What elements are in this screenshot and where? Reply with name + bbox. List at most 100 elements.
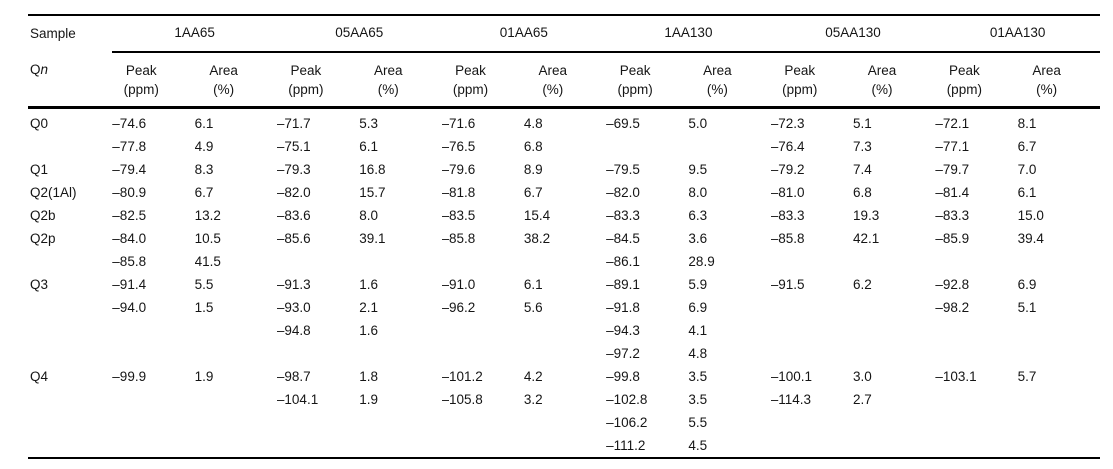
area-value: 38.2 [523,231,551,246]
peak-value: –98.2 [935,300,970,315]
group-header-1aa65: 1AA65 [112,14,277,53]
area-value: 1.5 [194,300,214,315]
peak-value: –85.8 [770,231,805,246]
area-value: 4.2 [523,369,543,384]
area-value [853,434,936,459]
peak-value: –94.8 [276,323,311,338]
area-value: 5.1 [1017,300,1037,315]
peak-value: –74.6 [112,116,147,131]
ppm-unit-label: (ppm) [617,82,653,97]
area-value: 39.1 [359,231,386,246]
peak-value: –81.8 [441,185,476,200]
area-value [1018,342,1100,365]
area-value [853,342,935,365]
peak-value [442,411,524,434]
area-pct-header: Area (%) [523,52,607,109]
area-value: 5.6 [523,300,543,315]
table-row: –111.2 4.5 [28,434,1100,459]
peak-value: –91.8 [606,300,640,315]
group-header-05aa65: 05AA65 [276,14,442,53]
peak-value: –81.4 [935,185,970,200]
area-value: 3.6 [688,231,708,246]
area-value [359,434,442,459]
peak-value: –71.7 [276,116,311,131]
area-value [195,411,277,434]
peak-value: –79.4 [112,162,147,177]
area-value: 6.9 [1017,277,1037,292]
peak-label: Peak [948,63,980,78]
peak-value: –94.3 [606,323,640,338]
area-pct-header: Area (%) [359,52,442,109]
peak-value: –85.8 [441,231,476,246]
area-value [195,342,277,365]
area-value: 6.2 [853,277,872,292]
area-value: 3.5 [688,392,708,407]
row-label [28,135,112,158]
peak-value: –79.5 [606,162,640,177]
peak-value: –82.0 [606,185,640,200]
peak-value [277,250,359,273]
area-value: 6.9 [688,300,708,315]
peak-value [112,319,194,342]
peak-label: Peak [125,63,157,78]
peak-value [112,388,194,411]
peak-value: –99.9 [112,369,147,384]
qn-prefix: Q [30,62,41,77]
peak-value: –105.8 [441,392,483,407]
peak-value: –75.1 [276,139,311,154]
area-value: 5.1 [853,116,872,131]
peak-value [771,296,853,319]
area-value: 4.5 [688,434,771,459]
peak-value: –91.4 [112,277,147,292]
peak-value [441,434,524,459]
area-value: 5.5 [688,415,708,430]
peak-value: –86.1 [606,254,640,269]
nmr-deconvolution-table: Sample 1AA65 05AA65 01AA65 1AA130 05AA13… [28,14,1100,459]
area-value [853,319,935,342]
peak-value [112,434,195,459]
peak-value: –92.8 [935,277,970,292]
area-value [1017,434,1100,459]
area-value: 1.6 [359,277,378,292]
table-row: Q2(1Al) –80.9 6.7 –82.0 15.7 –81.8 6.7 –82.0 8.0… [28,181,1100,204]
peak-value: –71.6 [441,116,476,131]
peak-value: –85.6 [276,231,311,246]
area-value: 7.3 [853,139,872,154]
area-value [524,342,606,365]
peak-value [771,250,853,273]
area-value: 42.1 [853,231,880,246]
area-value: 8.3 [194,162,214,177]
area-value: 10.5 [194,231,221,246]
area-value: 39.4 [1017,231,1044,246]
row-label: Q2(1Al) [30,185,77,200]
peak-value: –81.0 [770,185,805,200]
table-row: Q0 –74.6 6.1 –71.7 5.3 –71.6 4.8 –69.5 5.0 –72.3 5… [28,108,1100,136]
group-header-01aa65: 01AA65 [441,14,607,53]
area-value: 4.1 [688,323,708,338]
area-value: 15.0 [1017,208,1044,223]
table-row: Q4 –99.9 1.9 –98.7 1.8 –101.2 4.2 –99.8 3.5 –100.… [28,365,1100,388]
area-value [853,296,935,319]
table-body: Q0 –74.6 6.1 –71.7 5.3 –71.6 4.8 –69.5 5.0 –72.3 5… [28,108,1100,459]
peak-value: –79.2 [770,162,805,177]
peak-value: –97.2 [606,346,640,361]
area-value: 5.7 [1017,369,1037,384]
peak-value: –79.3 [276,162,311,177]
peak-value [935,250,1017,273]
group-header-05aa130: 05AA130 [770,14,936,53]
area-value [524,319,606,342]
area-value: 6.1 [1017,185,1037,200]
ppm-unit-label: (ppm) [452,82,489,97]
area-value [853,411,935,434]
peak-value: –76.4 [770,139,805,154]
area-value: 7.0 [1017,162,1037,177]
peak-value [935,388,1017,411]
area-value [523,434,607,459]
group-header-row: Sample 1AA65 05AA65 01AA65 1AA130 05AA13… [28,14,1100,53]
peak-value: –83.5 [441,208,476,223]
area-value: 1.8 [359,369,378,384]
area-value: 5.0 [688,116,708,131]
peak-value [935,342,1017,365]
peak-label: Peak [784,63,816,78]
peak-ppm-header: Peak (ppm) [112,52,195,109]
